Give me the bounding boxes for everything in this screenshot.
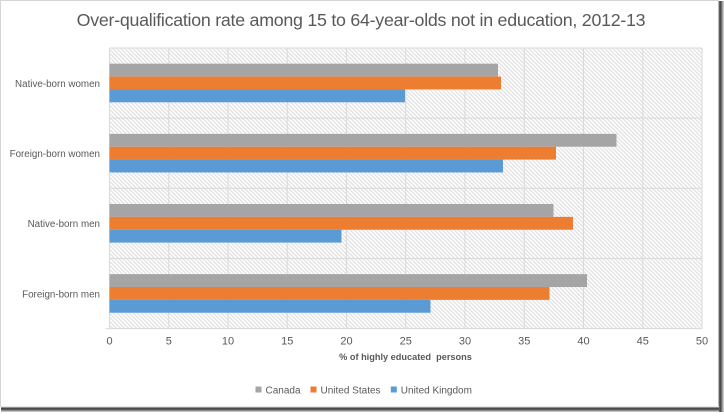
svg-text:Foreign-born men: Foreign-born men (22, 289, 100, 300)
svg-text:United States: United States (321, 385, 381, 396)
svg-text:10: 10 (222, 336, 234, 348)
svg-text:50: 50 (696, 336, 708, 348)
svg-text:United Kingdom: United Kingdom (401, 385, 472, 396)
svg-text:15: 15 (281, 336, 293, 348)
svg-text:Foreign-born women: Foreign-born women (10, 149, 100, 160)
svg-text:45: 45 (637, 336, 649, 348)
svg-text:Native-born men: Native-born men (28, 219, 100, 230)
svg-text:Canada: Canada (266, 385, 301, 396)
svg-text:25: 25 (400, 336, 412, 348)
svg-text:30: 30 (459, 336, 471, 348)
svg-text:35: 35 (518, 336, 530, 348)
svg-text:5: 5 (166, 336, 172, 348)
svg-text:Over-qualification rate among: Over-qualification rate among 15 to 64-y… (77, 10, 646, 30)
svg-text:Native-born women: Native-born women (15, 79, 100, 90)
svg-text:20: 20 (340, 336, 352, 348)
svg-text:40: 40 (577, 336, 589, 348)
svg-text:% of highly educated persons: % of highly educated persons (339, 352, 472, 362)
svg-text:0: 0 (106, 336, 112, 348)
